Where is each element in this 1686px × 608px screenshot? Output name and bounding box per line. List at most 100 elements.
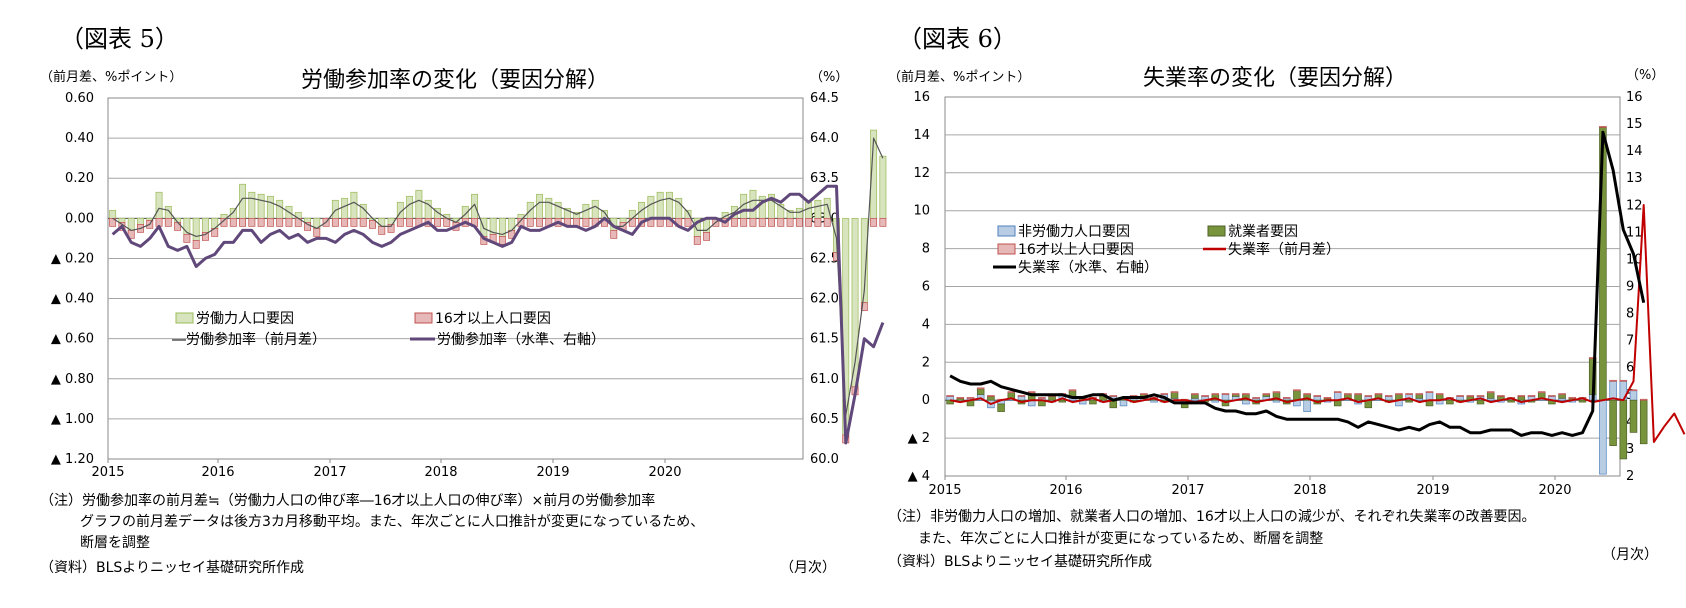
bar-0-0 [201,217,209,233]
bar-1-1 [1089,399,1097,405]
bar-0-1 [795,217,803,227]
bar-0-0 [619,217,627,223]
y-right-tick-label: 11 [1626,225,1643,240]
note-5-line-3: 断層を調整 [80,535,150,551]
bar-1-0 [1313,396,1322,401]
bar-1-1 [1191,394,1199,399]
bar-1-2 [1109,395,1118,397]
note-5-line-2: グラフの前月差データは後方3カ月移動平均。また、年次ごとに人口推計が変更になって… [80,513,704,530]
bar-0-0 [276,199,284,219]
bar-0-1 [768,217,775,227]
y-right-tick-label: 7 [1626,334,1634,349]
bar-1-1 [1446,399,1454,405]
bar-0-1 [313,228,321,237]
bar-0-0 [137,217,144,225]
x-tick-label: 2018 [1293,483,1326,498]
bar-0-1 [378,226,386,235]
y-left-tick-label: 2 [922,355,930,370]
bar-0-0 [192,217,200,241]
bar-1-2 [1435,393,1444,395]
x-tick-label: 2017 [1171,483,1204,498]
bar-1-2 [956,397,965,399]
bar-0-1 [331,217,339,227]
bar-1-2 [1354,393,1362,395]
bar-1-2 [1160,393,1169,395]
bar-0-1 [341,217,349,227]
bar-0-1 [610,230,618,239]
bar-0-1 [536,217,543,227]
x-tick-label: 2015 [928,483,961,498]
bar-1-0 [1303,399,1311,412]
x-tick-label: 2020 [648,465,681,480]
bar-0-1 [805,217,813,227]
y-right-tick-label: 63.5 [810,171,839,186]
legend-swatch-employed [1207,225,1226,237]
bar-1-2 [946,395,954,397]
y-right-tick-label: 15 [1626,117,1643,132]
bar-1-2 [1068,389,1077,392]
bar-0-1 [814,217,822,227]
bar-0-0 [749,189,757,219]
bar-0-1 [359,217,367,227]
bar-0-0 [341,197,349,219]
bar-0-0 [554,201,562,219]
bar-0-0 [545,197,553,219]
bar-1-2 [1333,391,1342,393]
figure-label-5: （図表 5） [60,25,179,53]
bar-0-0 [536,193,543,219]
y-right-tick-label: 13 [1626,171,1643,186]
bar-1-2 [1293,389,1301,392]
bar-1-2 [1231,393,1240,395]
bar-1-2 [1344,393,1352,395]
bar-0-0 [647,195,655,219]
bar-0-0 [879,155,887,219]
y-right-tick-label: 6 [1626,361,1634,376]
bar-1-2 [1568,397,1577,399]
legend-label-ur-diff: 失業率（前月差） [1228,241,1340,258]
y-right-tick-label: 64.0 [810,131,839,146]
bar-1-2 [1415,393,1424,395]
bar-0-0 [155,191,163,219]
bar-1-2 [1639,398,1648,401]
bar-1-2 [1466,395,1475,397]
y-left-tick-label: 10 [913,204,930,219]
bar-1-1 [1486,392,1495,399]
y-left-ticks-5: 0.60 0.40 0.20 0.00 ▲ 0.20 ▲ 0.40 ▲ 0.60 ▲ 0.80… [51,91,94,467]
bar-1-2 [987,395,995,397]
note-5-line-1: （注）労働参加率の前月差≒（労働力人口の伸び率―16才以上人口の伸び率）×前月の… [40,492,655,509]
bar-1-2 [1425,391,1434,393]
bar-0-1 [248,217,256,227]
legend-label-not-in-labor: 非労働力人口要因 [1018,224,1130,240]
y-left-tick-label: ▲ 4 [908,469,930,484]
bar-0-1 [582,217,590,227]
bar-1-2 [1038,397,1046,399]
y-left-tick-label: ▲ 2 [908,431,930,446]
bar-0-1 [276,217,284,227]
series-line-0-1 [111,184,885,445]
bar-1-2 [1323,397,1332,399]
bar-0-1 [433,217,441,227]
y-right-tick-label: 12 [1626,198,1643,213]
bar-0-0 [823,197,831,219]
bar-0-1 [758,217,766,227]
bar-0-1 [183,234,191,243]
y-left-tick-label: 4 [922,317,930,332]
legend-label-lfpr-diff: ―労働参加率（前月差） [172,331,326,348]
bar-1-1 [1415,394,1424,399]
bar-1-2 [1191,393,1199,395]
bar-1-0 [1425,392,1434,401]
bar-0-1 [369,219,376,229]
y-right-tick-label: 16 [1626,90,1643,105]
bar-0-1 [229,217,237,227]
bar-1-2 [966,397,975,399]
y-right-tick-label: 62.0 [810,292,839,307]
bar-0-0 [591,199,599,219]
y-right-unit-6: （%） [1626,68,1664,83]
x-tick-label: 2015 [91,465,124,480]
bar-1-2 [1476,395,1485,397]
y-left-tick-label: 8 [922,242,930,257]
bar-1-2 [1252,397,1260,399]
series-line-0-0 [112,137,884,416]
bar-0-1 [693,236,701,245]
